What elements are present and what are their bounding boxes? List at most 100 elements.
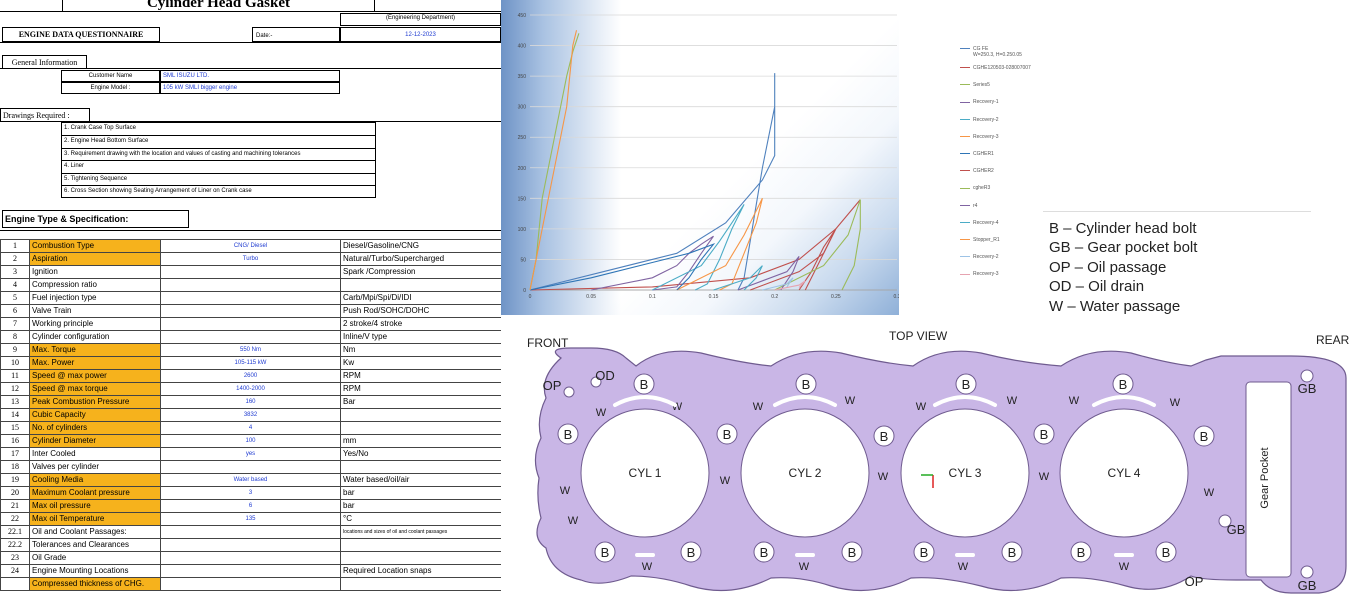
- water-passage-label: W: [596, 407, 607, 419]
- series-line: [529, 30, 578, 291]
- spec-value[interactable]: 550 Nm: [160, 343, 341, 357]
- spec-value[interactable]: [160, 291, 341, 305]
- spec-label: Oil Grade: [29, 551, 161, 565]
- spec-label: Valve Train: [29, 304, 161, 318]
- gasket-drawing: FRONT TOP VIEW REAR Gear Pocket CYL 1 CYL …: [527, 329, 1350, 594]
- legend-label: CGHE120503-028007007: [973, 65, 1031, 71]
- bolt-label-b: B: [802, 377, 811, 392]
- legend-swatch: [960, 101, 970, 103]
- engine-data-questionnaire-sheet: Cylinder Head Gasket (Engineering Depart…: [0, 0, 501, 599]
- spec-value[interactable]: 100: [160, 434, 341, 448]
- spec-options: bar: [340, 499, 501, 513]
- spec-value[interactable]: [160, 551, 341, 565]
- bolt-label-b: B: [1162, 545, 1171, 560]
- spec-row: 5 Fuel injection type Carb/Mpi/Spi/Di/IDI: [0, 291, 501, 305]
- spec-options: Carb/Mpi/Spi/Di/IDI: [340, 291, 501, 305]
- spec-value[interactable]: yes: [160, 447, 341, 461]
- legend-entry: cgheR3: [960, 185, 990, 195]
- water-passage-label: W: [1069, 395, 1080, 407]
- spec-value[interactable]: 160: [160, 395, 341, 409]
- spec-row: 4 Compression ratio: [0, 278, 501, 292]
- water-passage-label: W: [753, 401, 764, 413]
- legend-swatch: [960, 118, 970, 120]
- spec-row: 22.2 Tolerances and Clearances: [0, 538, 501, 552]
- legend-label: Recovery-1: [973, 99, 999, 106]
- spec-options: [340, 278, 501, 292]
- questionnaire-label: ENGINE DATA QUESTIONNAIRE: [2, 27, 160, 42]
- spec-label: Speed @ max torque: [29, 382, 161, 396]
- legend-label: cgheR3: [973, 185, 991, 192]
- spec-value[interactable]: 4: [160, 421, 341, 435]
- legend-entry: r4: [960, 203, 977, 213]
- spec-value[interactable]: CNG/ Diesel: [160, 239, 341, 253]
- legend-swatch: [960, 256, 970, 258]
- bolt-hole: [753, 541, 775, 563]
- engine-model-value: 105 kW SMLI bigger engine: [160, 82, 340, 94]
- spec-value[interactable]: 105-115 kW: [160, 356, 341, 370]
- spec-value[interactable]: 2600: [160, 369, 341, 383]
- spec-value[interactable]: [160, 265, 341, 279]
- legend-swatch: [960, 48, 970, 50]
- spec-value[interactable]: 6: [160, 499, 341, 513]
- spec-value[interactable]: 135: [160, 512, 341, 526]
- bolt-label-b: B: [880, 429, 889, 444]
- legend-swatch: [960, 84, 970, 86]
- bolt-hole: [1070, 541, 1092, 563]
- spec-value[interactable]: 3832: [160, 408, 341, 422]
- chart-plot: 0 50 100 150 200 250 300 350 400 450 0 0.05 0.1 0.15 0…: [518, 13, 899, 300]
- spec-options: Nm: [340, 343, 501, 357]
- spec-label: Max oil pressure: [29, 499, 161, 513]
- spec-value[interactable]: [160, 278, 341, 292]
- water-slot: [1092, 395, 1156, 407]
- spec-options: [340, 460, 501, 474]
- legend-entry: Recovery-2: [960, 254, 999, 264]
- water-slot: [933, 395, 997, 407]
- bolt-label-b: B: [1040, 427, 1049, 442]
- spec-options: Diesel/Gasoline/CNG: [340, 239, 501, 253]
- spec-row: 3 Ignition Spark /Compression: [0, 265, 501, 279]
- spec-options: Water based/oil/air: [340, 473, 501, 487]
- bolt-hole: [913, 541, 935, 563]
- legend-entry: Recovery-3: [960, 134, 999, 144]
- legend-label: Recovery-3: [973, 271, 999, 278]
- legend-label: Recovery-2: [973, 116, 999, 123]
- water-passage-label: W: [720, 475, 731, 487]
- spec-options: Push Rod/SOHC/DOHC: [340, 304, 501, 318]
- spec-label: Compressed thickness of CHG.: [29, 577, 161, 591]
- bolt-label-b: B: [1119, 377, 1128, 392]
- spec-value[interactable]: [160, 538, 341, 552]
- bolt-hole: [1193, 425, 1215, 447]
- spec-label: Combustion Type: [29, 239, 161, 253]
- bolt-hole: [594, 541, 616, 563]
- spec-value[interactable]: Turbo: [160, 252, 341, 266]
- engine-type-label: Engine Type & Specification:: [2, 210, 189, 228]
- spec-value[interactable]: [160, 304, 341, 318]
- spec-options: Bar: [340, 395, 501, 409]
- spec-value[interactable]: 1400-2000: [160, 382, 341, 396]
- spec-number: 24: [0, 564, 30, 578]
- water-passage-label: W: [560, 485, 571, 497]
- spec-row: 13 Peak Combustion Pressure 160 Bar: [0, 395, 501, 409]
- drawings-list: 1. Crank Case Top Surface 2. Engine Head…: [61, 122, 376, 198]
- spec-options: bar: [340, 486, 501, 500]
- spec-value[interactable]: [160, 460, 341, 474]
- spec-value[interactable]: [160, 525, 341, 539]
- spec-number: 22.1: [0, 525, 30, 539]
- legend-entry: Recovery-2: [960, 117, 999, 127]
- spec-value[interactable]: Water based: [160, 473, 341, 487]
- gasket-top-view: FRONT TOP VIEW REAR Gear Pocket CYL 1 CYL …: [501, 318, 1359, 599]
- spec-value[interactable]: [160, 564, 341, 578]
- water-passage-label: W: [672, 401, 683, 413]
- spec-row: 10 Max. Power 105-115 kW Kw: [0, 356, 501, 370]
- bolt-label-b: B: [640, 377, 649, 392]
- spec-value[interactable]: [160, 317, 341, 331]
- spec-value[interactable]: [160, 577, 341, 591]
- general-information-label: General Information: [2, 55, 87, 69]
- spec-row: 21 Max oil pressure 6 bar: [0, 499, 501, 513]
- legend-entry: CG FE W=250.3, H=0.250.05: [960, 46, 1022, 58]
- gear-bolt-hole: [1300, 565, 1314, 579]
- x-tick-label: 0.2: [771, 294, 778, 300]
- spec-label: Engine Mounting Locations: [29, 564, 161, 578]
- spec-value[interactable]: 3: [160, 486, 341, 500]
- spec-value[interactable]: [160, 330, 341, 344]
